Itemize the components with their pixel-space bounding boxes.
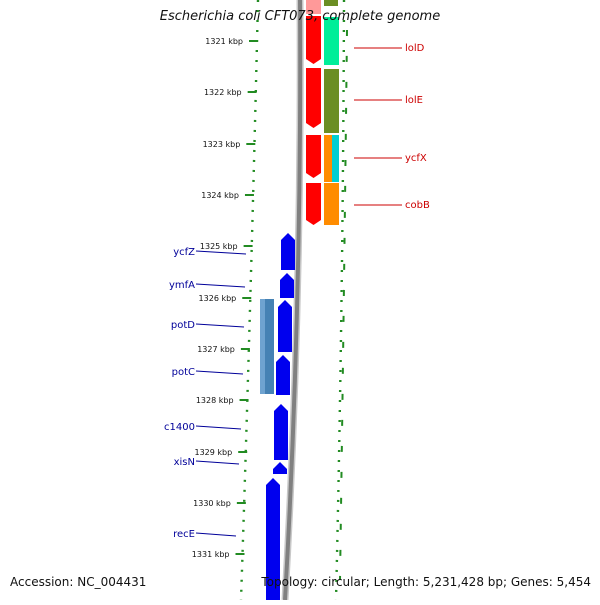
ruler-tick-label: 1321 kbp	[205, 37, 243, 46]
reverse-cds-arrow	[266, 478, 280, 600]
gene-leader-line	[195, 370, 244, 375]
forward-cds-arrow	[306, 135, 321, 178]
ruler-tick-label: 1322 kbp	[204, 88, 242, 97]
gene-label-cobB: cobB	[405, 200, 430, 211]
gene-label-c1400: c1400	[164, 422, 195, 433]
forward-cds-highlight	[306, 0, 321, 14]
ruler-tick-label: 1323 kbp	[203, 140, 241, 149]
cog-block-ycfX	[332, 135, 339, 182]
forward-cds-arrow	[306, 183, 321, 225]
cog-block	[324, 0, 338, 6]
backbone-line	[283, 0, 303, 601]
gene-leader-line	[195, 250, 247, 255]
gene-label-ymfA: ymfA	[169, 280, 195, 291]
gene-label-lolD: lolD	[405, 43, 425, 54]
ruler-dotted-line-outer	[334, 0, 346, 601]
ruler-tick-label: 1324 kbp	[201, 191, 239, 200]
forward-cds-arrow	[306, 16, 321, 64]
reverse-cds-arrow	[274, 404, 288, 460]
map-title: Escherichia coli CFT073, complete genome	[159, 9, 441, 24]
cog-block	[324, 135, 332, 182]
gene-label-ycfX: ycfX	[405, 153, 427, 164]
gene-label-potC: potC	[172, 367, 195, 378]
gene-leader-line	[195, 425, 242, 430]
gene-leader-line	[195, 532, 237, 537]
cog-block-cobB	[324, 183, 339, 225]
cog-block-highlight	[260, 299, 265, 394]
ruler-tick-label: 1326 kbp	[199, 294, 237, 303]
ruler-tick-label: 1327 kbp	[197, 345, 235, 354]
cog-block-lolE	[324, 69, 339, 133]
ruler-tick-label: 1329 kbp	[194, 448, 232, 457]
gene-leader-line	[195, 460, 240, 465]
reverse-cds-arrow	[273, 462, 287, 474]
cog-block-lolD	[324, 17, 339, 65]
forward-cds-arrow	[306, 68, 321, 128]
ruler-tick-label: 1325 kbp	[200, 242, 238, 251]
gene-label-ycfZ: ycfZ	[173, 247, 195, 258]
ruler-tick-label: 1328 kbp	[196, 396, 234, 405]
gene-label-potD: potD	[171, 320, 195, 331]
ruler-dash-marks	[339, 29, 348, 581]
ruler-tick-label: 1331 kbp	[192, 550, 230, 559]
reverse-cds-arrow	[280, 273, 294, 298]
gene-label-lolE: lolE	[405, 95, 423, 106]
reverse-cds-arrow	[278, 300, 292, 352]
genome-stats-text: Topology: circular; Length: 5,231,428 bp…	[261, 575, 591, 589]
gene-leader-line	[195, 323, 245, 328]
gene-label-xisN: xisN	[174, 457, 195, 468]
accession-text: Accession: NC_004431	[10, 575, 147, 589]
ruler-dotted-line-inner	[239, 0, 260, 601]
gene-leader-line	[195, 283, 246, 288]
reverse-cds-arrow	[276, 355, 290, 395]
ruler-tick-label: 1330 kbp	[193, 499, 231, 508]
gene-label-recE: recE	[173, 529, 195, 540]
reverse-cds-arrow	[281, 233, 295, 270]
